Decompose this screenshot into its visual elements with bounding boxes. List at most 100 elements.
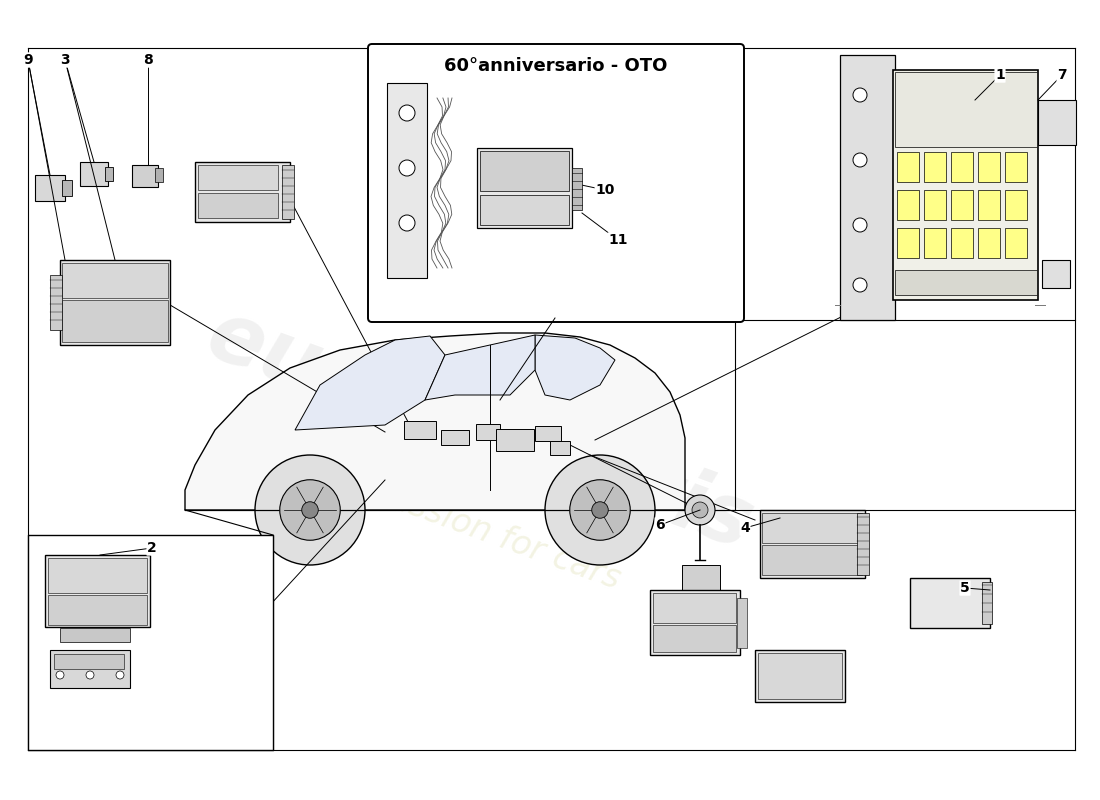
Text: 7: 7 xyxy=(1057,68,1067,82)
Bar xyxy=(895,72,1037,147)
Circle shape xyxy=(56,671,64,679)
Text: 8: 8 xyxy=(143,53,153,67)
Bar xyxy=(924,228,946,258)
Bar xyxy=(35,175,65,201)
Bar xyxy=(441,430,469,445)
Circle shape xyxy=(685,495,715,525)
Circle shape xyxy=(116,671,124,679)
Bar xyxy=(282,165,294,219)
Bar xyxy=(60,628,130,642)
Text: euromotoris: euromotoris xyxy=(196,294,764,566)
Bar xyxy=(476,424,501,440)
Text: 11: 11 xyxy=(608,233,628,247)
Circle shape xyxy=(255,455,365,565)
Bar xyxy=(653,625,736,652)
Bar xyxy=(480,195,569,225)
Circle shape xyxy=(852,88,867,102)
Circle shape xyxy=(301,502,318,518)
Circle shape xyxy=(852,218,867,232)
Bar xyxy=(198,165,278,190)
Text: 2: 2 xyxy=(147,541,157,555)
Polygon shape xyxy=(295,336,446,430)
Bar xyxy=(80,162,108,186)
Circle shape xyxy=(399,160,415,176)
Bar xyxy=(48,595,147,625)
Bar xyxy=(924,152,946,182)
Text: 6: 6 xyxy=(656,518,664,532)
Bar xyxy=(45,555,150,627)
Bar xyxy=(1038,100,1076,145)
Bar xyxy=(404,421,436,439)
Bar xyxy=(978,228,1000,258)
Bar xyxy=(550,441,570,455)
Bar xyxy=(50,275,62,330)
Circle shape xyxy=(570,480,630,540)
Circle shape xyxy=(279,480,340,540)
Text: 3: 3 xyxy=(60,53,69,67)
Bar xyxy=(62,300,168,342)
Bar xyxy=(477,148,572,228)
Bar xyxy=(755,650,845,702)
Bar xyxy=(737,598,747,648)
Bar xyxy=(535,426,561,441)
Text: 60°anniversario - OTO: 60°anniversario - OTO xyxy=(444,57,668,75)
Bar xyxy=(54,654,124,669)
Bar xyxy=(982,582,992,624)
Circle shape xyxy=(399,215,415,231)
Bar xyxy=(762,513,862,543)
Bar xyxy=(1005,228,1027,258)
Bar xyxy=(60,260,170,345)
Bar xyxy=(952,190,974,220)
Bar xyxy=(50,650,130,688)
Bar xyxy=(758,653,842,699)
Bar xyxy=(895,270,1037,295)
Bar xyxy=(195,162,290,222)
Bar xyxy=(978,190,1000,220)
Bar xyxy=(28,535,273,750)
Bar xyxy=(155,168,163,182)
Bar xyxy=(910,578,990,628)
Bar xyxy=(1005,190,1027,220)
Bar xyxy=(650,590,740,655)
Bar xyxy=(840,55,895,320)
Circle shape xyxy=(692,502,708,518)
Bar xyxy=(978,152,1000,182)
Bar xyxy=(132,165,158,187)
Bar xyxy=(480,151,569,191)
Text: 4: 4 xyxy=(740,521,750,535)
Bar xyxy=(682,565,720,593)
Bar xyxy=(496,429,534,451)
Circle shape xyxy=(544,455,654,565)
Bar xyxy=(952,152,974,182)
Bar xyxy=(48,558,147,593)
Circle shape xyxy=(86,671,94,679)
Bar xyxy=(198,193,278,218)
Polygon shape xyxy=(425,335,535,400)
Bar xyxy=(62,180,72,196)
Bar xyxy=(653,593,736,623)
Text: a passion for cars: a passion for cars xyxy=(336,464,625,596)
Polygon shape xyxy=(535,335,615,400)
Text: 9: 9 xyxy=(23,53,33,67)
Bar xyxy=(952,228,974,258)
Circle shape xyxy=(852,278,867,292)
Text: 1: 1 xyxy=(996,68,1005,82)
Polygon shape xyxy=(185,333,685,510)
Bar xyxy=(1005,152,1027,182)
Bar xyxy=(857,513,869,575)
Circle shape xyxy=(399,105,415,121)
Circle shape xyxy=(852,153,867,167)
Bar xyxy=(572,168,582,210)
Text: 5: 5 xyxy=(960,581,970,595)
Bar xyxy=(104,167,113,181)
Bar xyxy=(762,545,862,575)
Bar xyxy=(896,152,918,182)
Bar xyxy=(62,263,168,298)
Text: 10: 10 xyxy=(595,183,615,197)
Bar xyxy=(760,510,865,578)
Bar xyxy=(924,190,946,220)
Bar xyxy=(387,83,427,278)
Bar xyxy=(896,228,918,258)
Bar xyxy=(893,70,1038,300)
FancyBboxPatch shape xyxy=(368,44,744,322)
